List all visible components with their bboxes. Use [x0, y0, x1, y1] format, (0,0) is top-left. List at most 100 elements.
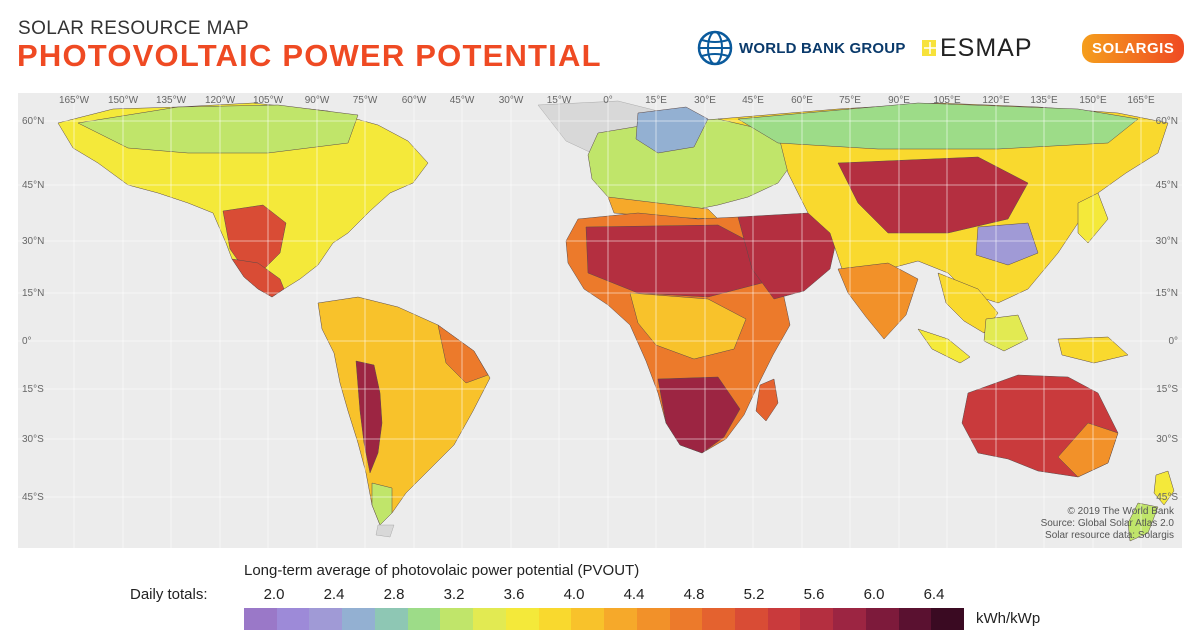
landmass-sumatra — [917, 328, 971, 364]
legend-tick-label: 3.6 — [503, 586, 525, 603]
legend-tick-label: 5.2 — [743, 586, 765, 603]
longitude-label: 45°W — [450, 95, 475, 106]
longitude-label: 105°E — [933, 95, 961, 106]
legend-ticks: 2.0 2.4 2.8 3.2 3.6 4.0 4.4 4.8 5.2 5.6 6.0 6.4 — [244, 586, 964, 606]
legend-tick-label: 4.0 — [563, 586, 585, 603]
region-central-africa — [629, 292, 747, 360]
longitude-label: 105°W — [253, 95, 284, 106]
legend-swatch — [604, 608, 637, 630]
legend-swatch — [669, 608, 703, 630]
legend-swatch — [473, 608, 506, 630]
latitude-label: 30°S — [1156, 434, 1178, 445]
legend-swatch — [407, 608, 441, 630]
legend-swatch — [374, 608, 408, 630]
legend-tick-label: 3.2 — [443, 586, 465, 603]
legend-tick-label: 2.0 — [263, 586, 285, 603]
latitude-label: 45°S — [1156, 492, 1178, 503]
legend-swatch — [244, 608, 277, 630]
legend-tick-label: 5.6 — [803, 586, 825, 603]
solargis-logo: SOLARGIS — [1082, 26, 1185, 70]
landmass-borneo — [983, 314, 1029, 352]
longitude-label: 15°W — [547, 95, 572, 106]
longitude-label: 90°W — [305, 95, 330, 106]
region-brazil-ne — [437, 324, 489, 384]
pvout-map-canvas[interactable]: 165°W 150°W 135°W 120°W 105°W 90°W 75°W 60°W 45°… — [18, 93, 1182, 548]
land-masses — [57, 100, 1175, 542]
legend-swatch — [440, 608, 474, 630]
legend-swatch — [800, 608, 834, 630]
legend-swatch — [898, 608, 932, 630]
longitude-label: 30°W — [499, 95, 524, 106]
region-se-asia — [937, 272, 999, 334]
legend-tick-label: 6.4 — [923, 586, 945, 603]
region-tibet-mongolia — [837, 156, 1029, 234]
longitude-label: 120°W — [205, 95, 236, 106]
legend-swatch — [342, 608, 375, 630]
region-southern-africa — [657, 376, 741, 454]
longitude-label: 45°E — [742, 95, 764, 106]
landmass-tierra-del-fuego — [375, 524, 395, 538]
latitude-label: 15°N — [1156, 288, 1178, 299]
map-subtitle: SOLAR RESOURCE MAP — [18, 18, 250, 39]
longitude-label: 165°W — [59, 95, 90, 106]
esmap-logo-text: ESMAP — [940, 33, 1033, 62]
map-title: PHOTOVOLTAIC POWER POTENTIAL — [17, 38, 602, 73]
world-map[interactable]: 165°W 150°W 135°W 120°W 105°W 90°W 75°W 60°W 45°… — [18, 93, 1182, 548]
landmass-new-zealand — [1153, 470, 1175, 506]
longitude-label: 75°W — [353, 95, 378, 106]
latitude-label: 30°S — [22, 434, 44, 445]
legend-swatch — [767, 608, 801, 630]
map-credit: © 2019 The World Bank Source: Global Sol… — [1041, 506, 1174, 542]
legend-tick-label: 2.4 — [323, 586, 345, 603]
world-bank-globe-icon — [697, 30, 733, 66]
latitude-label: 45°S — [22, 492, 44, 503]
legend-tick-label: 6.0 — [863, 586, 885, 603]
latitude-label: 60°N — [1156, 116, 1178, 127]
credit-line-data: Solar resource data: Solargis — [1045, 530, 1174, 541]
region-scandinavia — [635, 106, 709, 154]
latitude-label: 30°N — [22, 236, 44, 247]
region-south-china — [975, 222, 1039, 266]
region-patagonia — [371, 482, 393, 526]
landmass-south-america — [317, 296, 491, 526]
longitude-label: 135°W — [156, 95, 187, 106]
longitude-label: 75°E — [839, 95, 861, 106]
region-sahara — [585, 224, 763, 298]
longitude-label: 165°E — [1127, 95, 1155, 106]
longitude-label: 135°E — [1030, 95, 1058, 106]
credit-line-source: Source: Global Solar Atlas 2.0 — [1040, 518, 1174, 529]
legend-swatch — [309, 608, 343, 630]
latitude-label: 30°N — [1156, 236, 1178, 247]
latitude-label: 0° — [1168, 336, 1178, 347]
legend-swatch — [865, 608, 899, 630]
solargis-logo-text: SOLARGIS — [1082, 33, 1185, 63]
longitude-label: 90°E — [888, 95, 910, 106]
latitude-label: 60°N — [22, 116, 44, 127]
latitude-label: 0° — [22, 336, 32, 347]
longitude-label: 60°W — [402, 95, 427, 106]
legend-daily-totals-label: Daily totals: — [130, 586, 208, 603]
legend-swatch — [833, 608, 866, 630]
legend-swatch — [276, 608, 310, 630]
esmap-logo: ESMAP — [920, 26, 1033, 70]
legend-unit: kWh/kWp — [976, 610, 1041, 627]
legend-tick-label: 4.4 — [623, 586, 645, 603]
longitude-label: 30°E — [694, 95, 716, 106]
region-us-southwest — [222, 204, 287, 270]
latitude-label: 15°N — [22, 288, 44, 299]
longitude-label: 0° — [603, 95, 613, 106]
longitude-label: 150°E — [1079, 95, 1107, 106]
legend-swatch — [571, 608, 605, 630]
landmass-madagascar — [755, 378, 779, 422]
region-siberia — [737, 102, 1139, 150]
legend-swatch — [636, 608, 670, 630]
latitude-label: 45°N — [1156, 180, 1178, 191]
legend-swatch — [702, 608, 736, 630]
graticule-lines — [18, 93, 1182, 548]
longitude-label: 150°W — [108, 95, 139, 106]
latitude-label: 15°S — [22, 384, 44, 395]
legend-swatch — [538, 608, 572, 630]
latitude-label: 45°N — [22, 180, 44, 191]
legend-tick-label: 2.8 — [383, 586, 405, 603]
world-bank-logo-text: WORLD BANK GROUP — [739, 39, 906, 57]
